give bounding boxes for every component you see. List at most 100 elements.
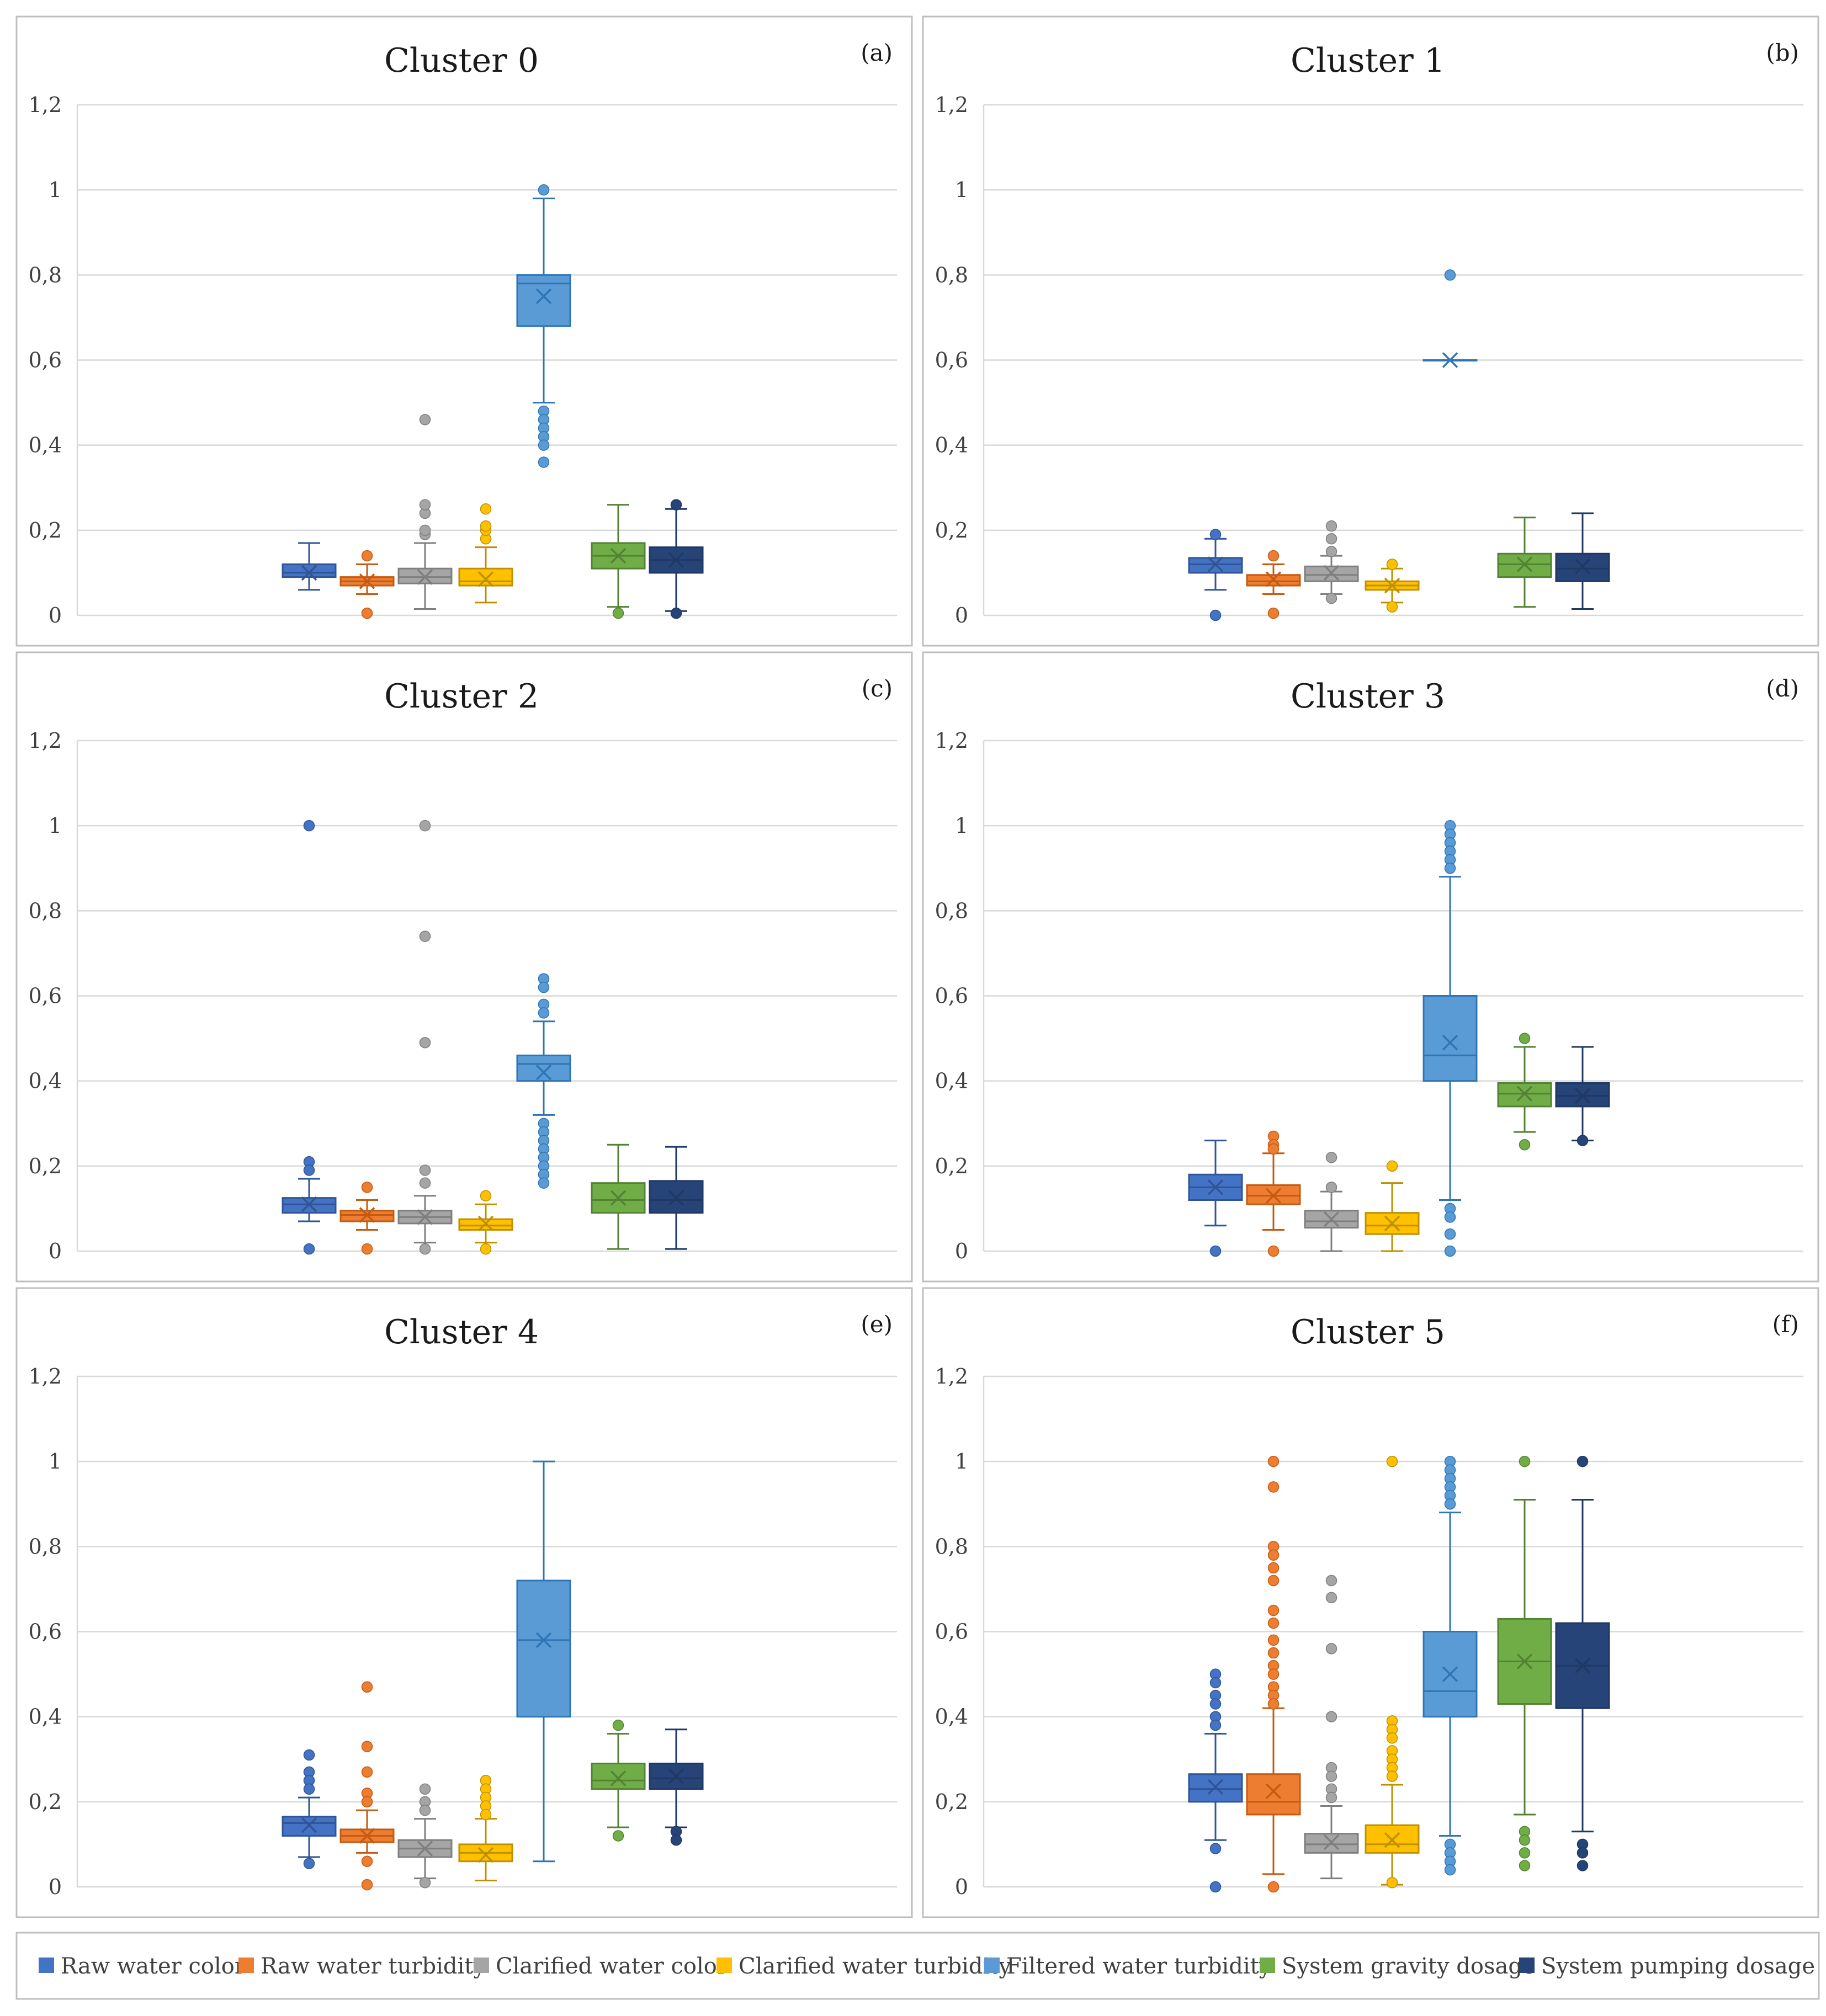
mean-marker xyxy=(359,1828,375,1844)
outlier-point xyxy=(303,1749,315,1761)
box-iqr xyxy=(1188,557,1243,574)
outlier-point xyxy=(1209,1245,1222,1257)
panel-tag: (f) xyxy=(1772,1311,1799,1338)
box-clarified-water-color xyxy=(1304,520,1359,604)
outlier-point xyxy=(480,520,492,532)
mean-marker xyxy=(1442,352,1458,368)
mean-marker xyxy=(1384,577,1400,594)
mean-marker xyxy=(610,547,627,564)
outlier-point xyxy=(1386,1877,1398,1889)
outlier-point xyxy=(1267,607,1280,619)
mean-marker xyxy=(359,1207,375,1223)
y-tick-label: 1 xyxy=(49,813,62,838)
y-tick-label: 0,6 xyxy=(935,348,968,373)
outlier-point xyxy=(1209,1881,1222,1893)
panel-1: Cluster 1 (b) 0 0,2 0,4 0,6 0,8 1 1,2 xyxy=(922,15,1819,647)
box-system-gravity-dosage xyxy=(1497,517,1552,608)
legend-label: System gravity dosage xyxy=(1282,1954,1536,1979)
box-clarified-water-turbidity xyxy=(458,1775,513,1881)
legend-item-raw-water-color: Raw water color xyxy=(39,1954,246,1979)
mean-marker xyxy=(1384,1832,1400,1848)
panel-frame xyxy=(15,15,913,647)
mean-marker xyxy=(1574,558,1591,575)
outlier-point xyxy=(1267,1481,1280,1493)
outlier-point xyxy=(419,1877,431,1889)
legend-swatch xyxy=(984,1958,1000,1973)
outlier-point xyxy=(480,503,492,515)
y-tick-label: 0,2 xyxy=(935,518,968,542)
box-system-pumping-dosage xyxy=(649,1146,704,1250)
outlier-point xyxy=(1267,1143,1280,1155)
mean-marker xyxy=(535,1632,552,1648)
y-tick-label: 0,6 xyxy=(935,1620,968,1644)
mean-marker xyxy=(301,1817,317,1833)
mean-marker xyxy=(1516,556,1533,572)
y-tick-label: 0 xyxy=(955,1239,968,1263)
outlier-point xyxy=(1267,1455,1280,1467)
outlier-point xyxy=(419,499,431,510)
panel-2: Cluster 2 (c) 0 0,2 0,4 0,6 0,8 1 1,2 xyxy=(15,651,913,1283)
panel-5: Cluster 5 (f) 0 0,2 0,4 0,6 0,8 1 1,2 xyxy=(922,1287,1819,1918)
outlier-point xyxy=(1325,1592,1337,1604)
outlier-point xyxy=(1325,1711,1337,1722)
y-tick-label: 0 xyxy=(955,603,968,627)
box-iqr xyxy=(1422,995,1478,1082)
outlier-point xyxy=(1267,1604,1280,1616)
outlier-point xyxy=(303,1783,315,1795)
box-system-gravity-dosage xyxy=(591,1143,646,1250)
panel-3: Cluster 3 (d) 0 0,2 0,4 0,6 0,8 1 1,2 xyxy=(922,651,1819,1283)
legend: Raw water color Raw water turbidity Clarif… xyxy=(15,1932,1820,2000)
box-clarified-water-turbidity xyxy=(1365,1160,1420,1252)
box-raw-water-color xyxy=(282,542,337,591)
outlier-point xyxy=(1519,1834,1531,1846)
box-iqr xyxy=(282,1197,337,1214)
outlier-point xyxy=(1444,1211,1456,1223)
y-tick-label: 0,4 xyxy=(935,1069,968,1093)
outlier-point xyxy=(1386,558,1398,570)
panel-frame xyxy=(15,651,913,1283)
box-system-gravity-dosage xyxy=(1497,1033,1552,1151)
outlier-point xyxy=(538,456,550,468)
y-tick-label: 0,8 xyxy=(935,1534,968,1558)
outlier-point xyxy=(361,550,373,562)
box-raw-water-turbidity xyxy=(1246,1130,1301,1257)
box-clarified-water-turbidity xyxy=(1365,558,1420,613)
outlier-point xyxy=(538,1177,550,1189)
box-iqr xyxy=(516,1054,571,1082)
outlier-point xyxy=(538,184,550,196)
box-filtered-water-turbidity xyxy=(1422,269,1478,368)
mean-marker xyxy=(610,1770,627,1786)
mean-marker xyxy=(1442,1666,1458,1682)
outlier-point xyxy=(1325,1152,1337,1163)
y-tick-label: 0,4 xyxy=(29,1069,62,1093)
outlier-point xyxy=(361,1182,373,1193)
panel-title: Cluster 1 xyxy=(1291,41,1445,80)
mean-marker xyxy=(477,1215,494,1232)
outlier-point xyxy=(480,1808,492,1821)
legend-item-clarified-water-turbidity: Clarified water turbidity xyxy=(716,1954,1011,1979)
y-tick-label: 0,4 xyxy=(29,433,62,458)
y-tick-label: 1 xyxy=(955,813,968,838)
mean-marker xyxy=(668,552,684,568)
mean-marker xyxy=(668,1190,684,1206)
outlier-point xyxy=(538,1007,550,1019)
outlier-point xyxy=(419,1783,431,1795)
outlier-point xyxy=(1209,609,1222,621)
mean-marker xyxy=(1574,1657,1591,1674)
outlier-point xyxy=(1267,1574,1280,1587)
y-tick-label: 0,4 xyxy=(935,1705,968,1729)
mean-marker xyxy=(1265,1783,1282,1799)
legend-label: Clarified water turbidity xyxy=(739,1954,1011,1979)
outlier-point xyxy=(361,1855,373,1867)
outlier-point xyxy=(419,820,431,832)
outlier-point xyxy=(1209,529,1222,540)
y-tick-label: 0,4 xyxy=(29,1705,62,1729)
legend-item-filtered-water-turbidity: Filtered water turbidity xyxy=(984,1954,1272,1979)
mean-marker xyxy=(1265,571,1282,587)
y-tick-label: 1,2 xyxy=(935,728,968,753)
legend-swatch xyxy=(716,1958,732,1973)
box-filtered-water-turbidity xyxy=(516,1460,571,1863)
outlier-point xyxy=(670,1834,682,1846)
mean-marker xyxy=(1516,1653,1533,1669)
outlier-point xyxy=(1209,1719,1222,1731)
